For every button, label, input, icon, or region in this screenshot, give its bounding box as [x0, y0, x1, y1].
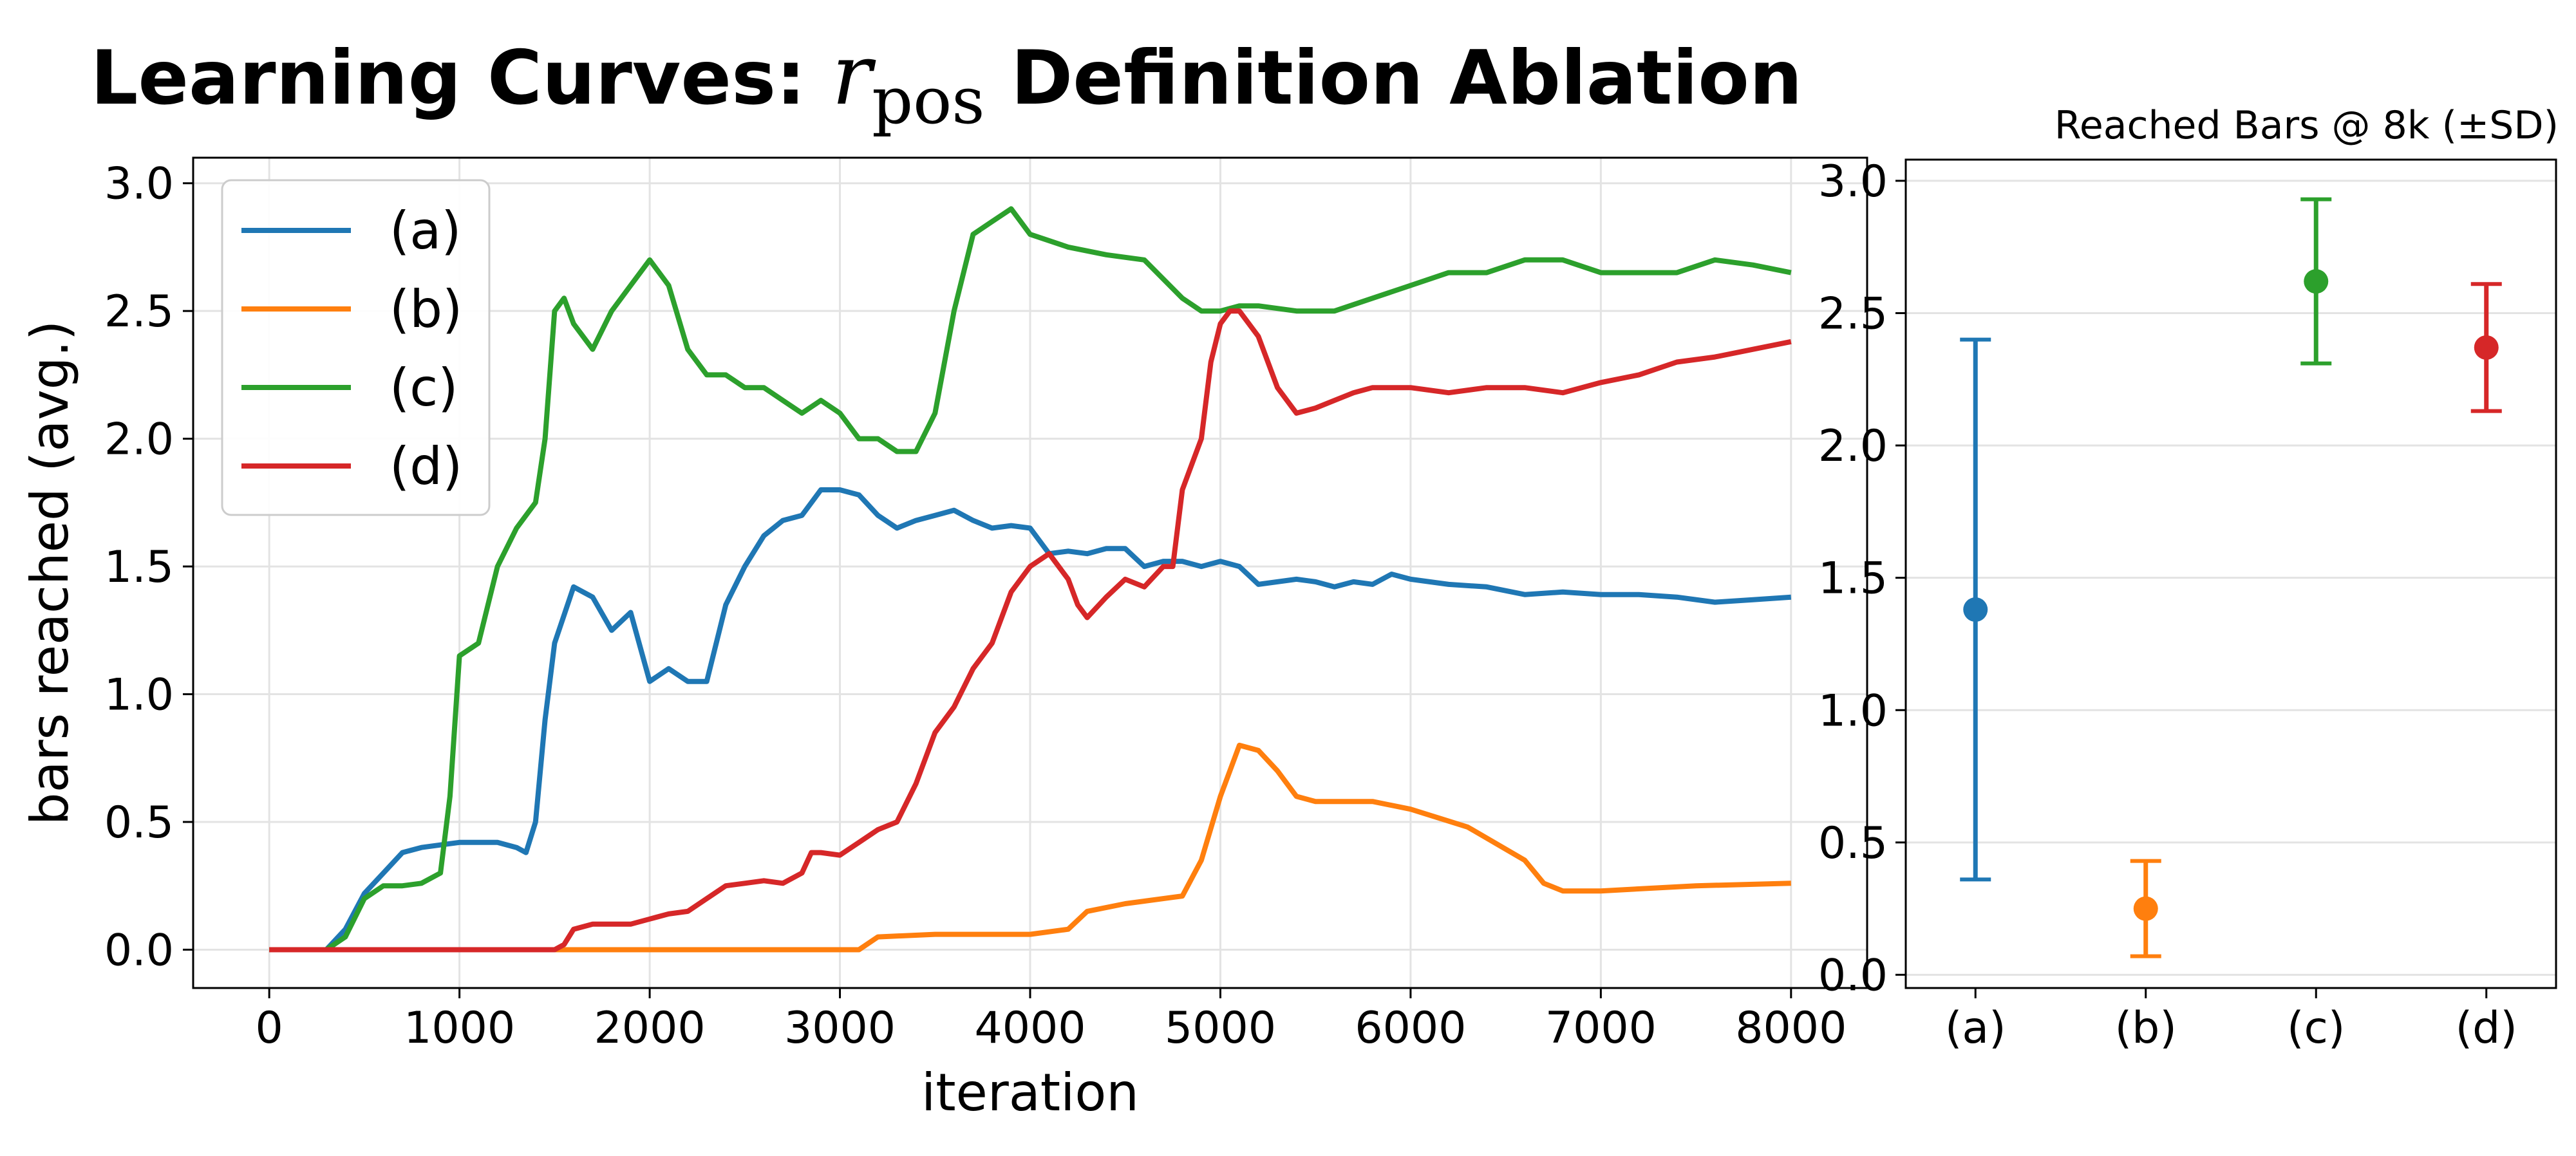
x-tick-label: 8000	[1735, 1003, 1847, 1054]
series-line-b	[269, 742, 1791, 953]
title-prefix: Learning Curves:	[90, 35, 832, 122]
y-tick-label: 2.5	[104, 286, 174, 337]
y-tick-label: 0.0	[1818, 950, 1888, 1001]
y-tick-label: 2.0	[1818, 421, 1888, 472]
series-line-c	[269, 206, 1792, 953]
chart-title: Learning Curves: rpos Definition Ablatio…	[0, 26, 1893, 138]
series-line-a	[269, 487, 1792, 953]
title-math-base: r	[831, 26, 872, 124]
mean-point-a	[1963, 597, 1988, 622]
legend-label: (b)	[390, 279, 462, 339]
legend-label: (d)	[390, 436, 462, 496]
legend: (a) (b) (c) (d)	[221, 179, 491, 516]
y-tick-label: 3.0	[104, 159, 174, 210]
right-chart-title: Reached Bars @ 8k (±SD)	[2054, 103, 2559, 148]
legend-label: (a)	[390, 201, 461, 261]
y-tick-label: 3.0	[1818, 156, 1888, 207]
y-tick-label: 0.0	[104, 925, 174, 976]
x-axis-label: iteration	[921, 1063, 1139, 1123]
y-tick-label: 1.5	[104, 542, 174, 593]
legend-box	[221, 179, 491, 516]
x-tick-label: 7000	[1545, 1003, 1657, 1054]
x-tick-label: (d)	[2456, 1003, 2517, 1054]
mean-point-d	[2474, 335, 2499, 360]
title-suffix: Definition Ablation	[984, 35, 1803, 122]
x-tick-label: (a)	[1945, 1003, 2006, 1054]
series-line-d	[269, 308, 1792, 953]
plot-frame	[1904, 158, 2557, 989]
x-tick-label: (c)	[2287, 1003, 2345, 1054]
x-tick-label: 4000	[974, 1003, 1086, 1054]
y-tick-label: 1.0	[104, 670, 174, 721]
y-tick-label: 1.5	[1818, 554, 1888, 604]
x-tick-label: (b)	[2115, 1003, 2177, 1054]
mean-point-b	[2133, 896, 2158, 921]
y-tick-label: 2.0	[104, 415, 174, 465]
y-axis-label: bars reached (avg.)	[20, 321, 80, 825]
x-tick-label: 5000	[1165, 1003, 1276, 1054]
title-math-sub: pos	[872, 63, 985, 138]
x-tick-label: 1000	[404, 1003, 515, 1054]
legend-label: (c)	[390, 358, 458, 418]
mean-point-c	[2304, 269, 2329, 294]
x-tick-label: 0	[256, 1003, 283, 1054]
final-bars-errorbar-plot: 0.0 0.5 1.0 1.5 2.0 2.5 3.0 (a) (b) (c) (d) Reached…	[1818, 103, 2559, 1054]
y-tick-label: 2.5	[1818, 288, 1888, 339]
learning-curve-plot: 0 1000 2000 3000 4000 5000 6000 7000 8000 0.0 0.5 1…	[20, 156, 1868, 1123]
x-tick-label: 6000	[1355, 1003, 1466, 1054]
y-tick-label: 0.5	[1818, 818, 1888, 869]
x-tick-label: 3000	[784, 1003, 896, 1054]
x-tick-label: 2000	[594, 1003, 706, 1054]
y-tick-label: 0.5	[104, 797, 174, 848]
y-tick-label: 1.0	[1818, 685, 1888, 736]
